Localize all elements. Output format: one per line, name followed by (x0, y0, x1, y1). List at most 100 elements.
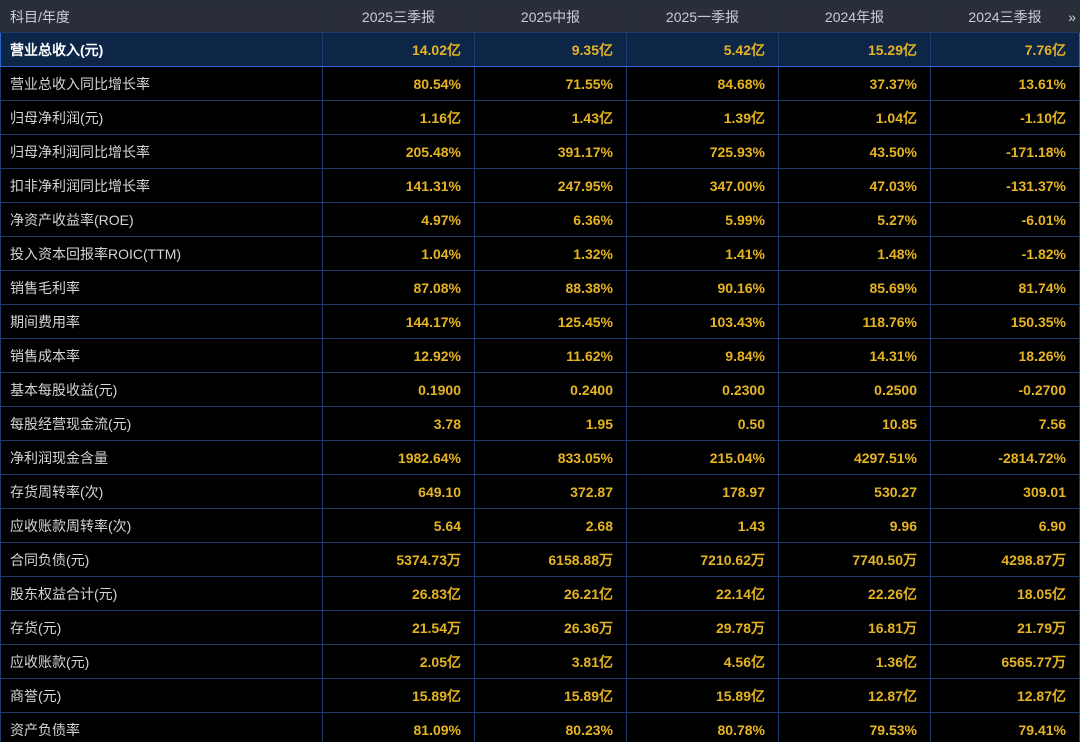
value-cell: 14.31% (778, 338, 931, 373)
value-cell: 18.05亿 (930, 576, 1080, 611)
value-cell: 15.29亿 (778, 32, 931, 67)
table-row[interactable]: 归母净利润同比增长率 205.48% 391.17% 725.93% 43.50% -17… (0, 134, 1080, 169)
row-label: 销售成本率 (0, 338, 323, 373)
table-row[interactable]: 销售成本率 12.92% 11.62% 9.84% 14.31% 18.26% (0, 338, 1080, 373)
table-row[interactable]: 投入资本回报率ROIC(TTM) 1.04% 1.32% 1.41% 1.48% -1.8… (0, 236, 1080, 271)
table-row[interactable]: 净利润现金含量 1982.64% 833.05% 215.04% 4297.51% -28… (0, 440, 1080, 475)
value-cell: 79.41% (930, 712, 1080, 742)
value-cell: 372.87 (474, 474, 627, 509)
value-cell: 1.04% (322, 236, 475, 271)
table-row[interactable]: 存货周转率(次) 649.10 372.87 178.97 530.27 309.01 (0, 474, 1080, 509)
table-row[interactable]: 营业总收入(元) 14.02亿 9.35亿 5.42亿 15.29亿 7.76亿 (0, 32, 1080, 67)
value-cell: -1.10亿 (930, 100, 1080, 135)
table-row[interactable]: 合同负债(元) 5374.73万 6158.88万 7210.62万 7740.50万 4… (0, 542, 1080, 577)
value-cell: 5.27% (778, 202, 931, 237)
value-cell: 84.68% (626, 66, 779, 101)
row-label: 扣非净利润同比增长率 (0, 168, 323, 203)
value-cell: 1.41% (626, 236, 779, 271)
value-cell: 1.04亿 (778, 100, 931, 135)
value-cell: 178.97 (626, 474, 779, 509)
table-row[interactable]: 股东权益合计(元) 26.83亿 26.21亿 22.14亿 22.26亿 18.05亿 (0, 576, 1080, 611)
value-cell: 15.89亿 (322, 678, 475, 713)
value-cell: 215.04% (626, 440, 779, 475)
value-cell: 7740.50万 (778, 542, 931, 577)
value-cell: 125.45% (474, 304, 627, 339)
value-cell: 391.17% (474, 134, 627, 169)
row-label: 资产负债率 (0, 712, 323, 742)
row-label: 存货周转率(次) (0, 474, 323, 509)
row-label: 营业总收入(元) (0, 32, 323, 67)
row-label: 投入资本回报率ROIC(TTM) (0, 236, 323, 271)
table-row[interactable]: 营业总收入同比增长率 80.54% 71.55% 84.68% 37.37% 13.61% (0, 66, 1080, 101)
value-cell: 10.85 (778, 406, 931, 441)
value-cell: -6.01% (930, 202, 1080, 237)
value-cell: 309.01 (930, 474, 1080, 509)
value-cell: 6565.77万 (930, 644, 1080, 679)
column-header-label: 2025三季报 (361, 8, 436, 25)
row-label: 应收账款周转率(次) (0, 508, 323, 543)
table-row[interactable]: 销售毛利率 87.08% 88.38% 90.16% 85.69% 81.74% (0, 270, 1080, 305)
value-cell: 1.36亿 (778, 644, 931, 679)
value-cell: -0.2700 (930, 372, 1080, 407)
row-label: 净利润现金含量 (0, 440, 323, 475)
value-cell: 0.2400 (474, 372, 627, 407)
table-row[interactable]: 基本每股收益(元) 0.1900 0.2400 0.2300 0.2500 -0.2700 (0, 372, 1080, 407)
value-cell: 43.50% (778, 134, 931, 169)
value-cell: 80.23% (474, 712, 627, 742)
value-cell: 4298.87万 (930, 542, 1080, 577)
column-header-label: 2024年报 (824, 8, 885, 25)
value-cell: 12.87亿 (778, 678, 931, 713)
value-cell: 16.81万 (778, 610, 931, 645)
value-cell: 7210.62万 (626, 542, 779, 577)
value-cell: 22.26亿 (778, 576, 931, 611)
value-cell: 7.76亿 (930, 32, 1080, 67)
column-header-2024年报[interactable]: 2024年报 (778, 0, 931, 33)
more-columns-icon[interactable]: » (1068, 8, 1076, 25)
value-cell: 5374.73万 (322, 542, 475, 577)
value-cell: 347.00% (626, 168, 779, 203)
value-cell: 5.99% (626, 202, 779, 237)
column-header-2024三季报[interactable]: 2024三季报 » (930, 0, 1080, 33)
table-row[interactable]: 存货(元) 21.54万 26.36万 29.78万 16.81万 21.79万 (0, 610, 1080, 645)
table-row[interactable]: 应收账款(元) 2.05亿 3.81亿 4.56亿 1.36亿 6565.77万 (0, 644, 1080, 679)
value-cell: 4.56亿 (626, 644, 779, 679)
value-cell: 3.81亿 (474, 644, 627, 679)
value-cell: 12.87亿 (930, 678, 1080, 713)
value-cell: 1.39亿 (626, 100, 779, 135)
value-cell: 29.78万 (626, 610, 779, 645)
column-header-2025一季报[interactable]: 2025一季报 (626, 0, 779, 33)
column-header-2025三季报[interactable]: 2025三季报 (322, 0, 475, 33)
value-cell: -2814.72% (930, 440, 1080, 475)
table-row[interactable]: 商誉(元) 15.89亿 15.89亿 15.89亿 12.87亿 12.87亿 (0, 678, 1080, 713)
value-cell: 144.17% (322, 304, 475, 339)
value-cell: 21.54万 (322, 610, 475, 645)
value-cell: 118.76% (778, 304, 931, 339)
value-cell: 1.16亿 (322, 100, 475, 135)
table-row[interactable]: 期间费用率 144.17% 125.45% 103.43% 118.76% 150.35% (0, 304, 1080, 339)
value-cell: 150.35% (930, 304, 1080, 339)
table-row[interactable]: 资产负债率 81.09% 80.23% 80.78% 79.53% 79.41% (0, 712, 1080, 742)
table-header-row: 科目/年度 2025三季报 2025中报 2025一季报 2024年报 2024三季报 » (0, 0, 1080, 33)
value-cell: 6.90 (930, 508, 1080, 543)
table-row[interactable]: 净资产收益率(ROE) 4.97% 6.36% 5.99% 5.27% -6.01% (0, 202, 1080, 237)
table-row[interactable]: 扣非净利润同比增长率 141.31% 247.95% 347.00% 47.03% -13… (0, 168, 1080, 203)
value-cell: 9.96 (778, 508, 931, 543)
value-cell: 530.27 (778, 474, 931, 509)
value-cell: 141.31% (322, 168, 475, 203)
table-row[interactable]: 应收账款周转率(次) 5.64 2.68 1.43 9.96 6.90 (0, 508, 1080, 543)
value-cell: 1.32% (474, 236, 627, 271)
row-label: 基本每股收益(元) (0, 372, 323, 407)
table-row[interactable]: 归母净利润(元) 1.16亿 1.43亿 1.39亿 1.04亿 -1.10亿 (0, 100, 1080, 135)
row-label: 营业总收入同比增长率 (0, 66, 323, 101)
column-header-label: 2025中报 (520, 8, 581, 25)
value-cell: 88.38% (474, 270, 627, 305)
value-cell: 833.05% (474, 440, 627, 475)
value-cell: 15.89亿 (626, 678, 779, 713)
value-cell: 13.61% (930, 66, 1080, 101)
value-cell: 21.79万 (930, 610, 1080, 645)
table-row[interactable]: 每股经营现金流(元) 3.78 1.95 0.50 10.85 7.56 (0, 406, 1080, 441)
column-header-2025中报[interactable]: 2025中报 (474, 0, 627, 33)
value-cell: 7.56 (930, 406, 1080, 441)
value-cell: 1.95 (474, 406, 627, 441)
